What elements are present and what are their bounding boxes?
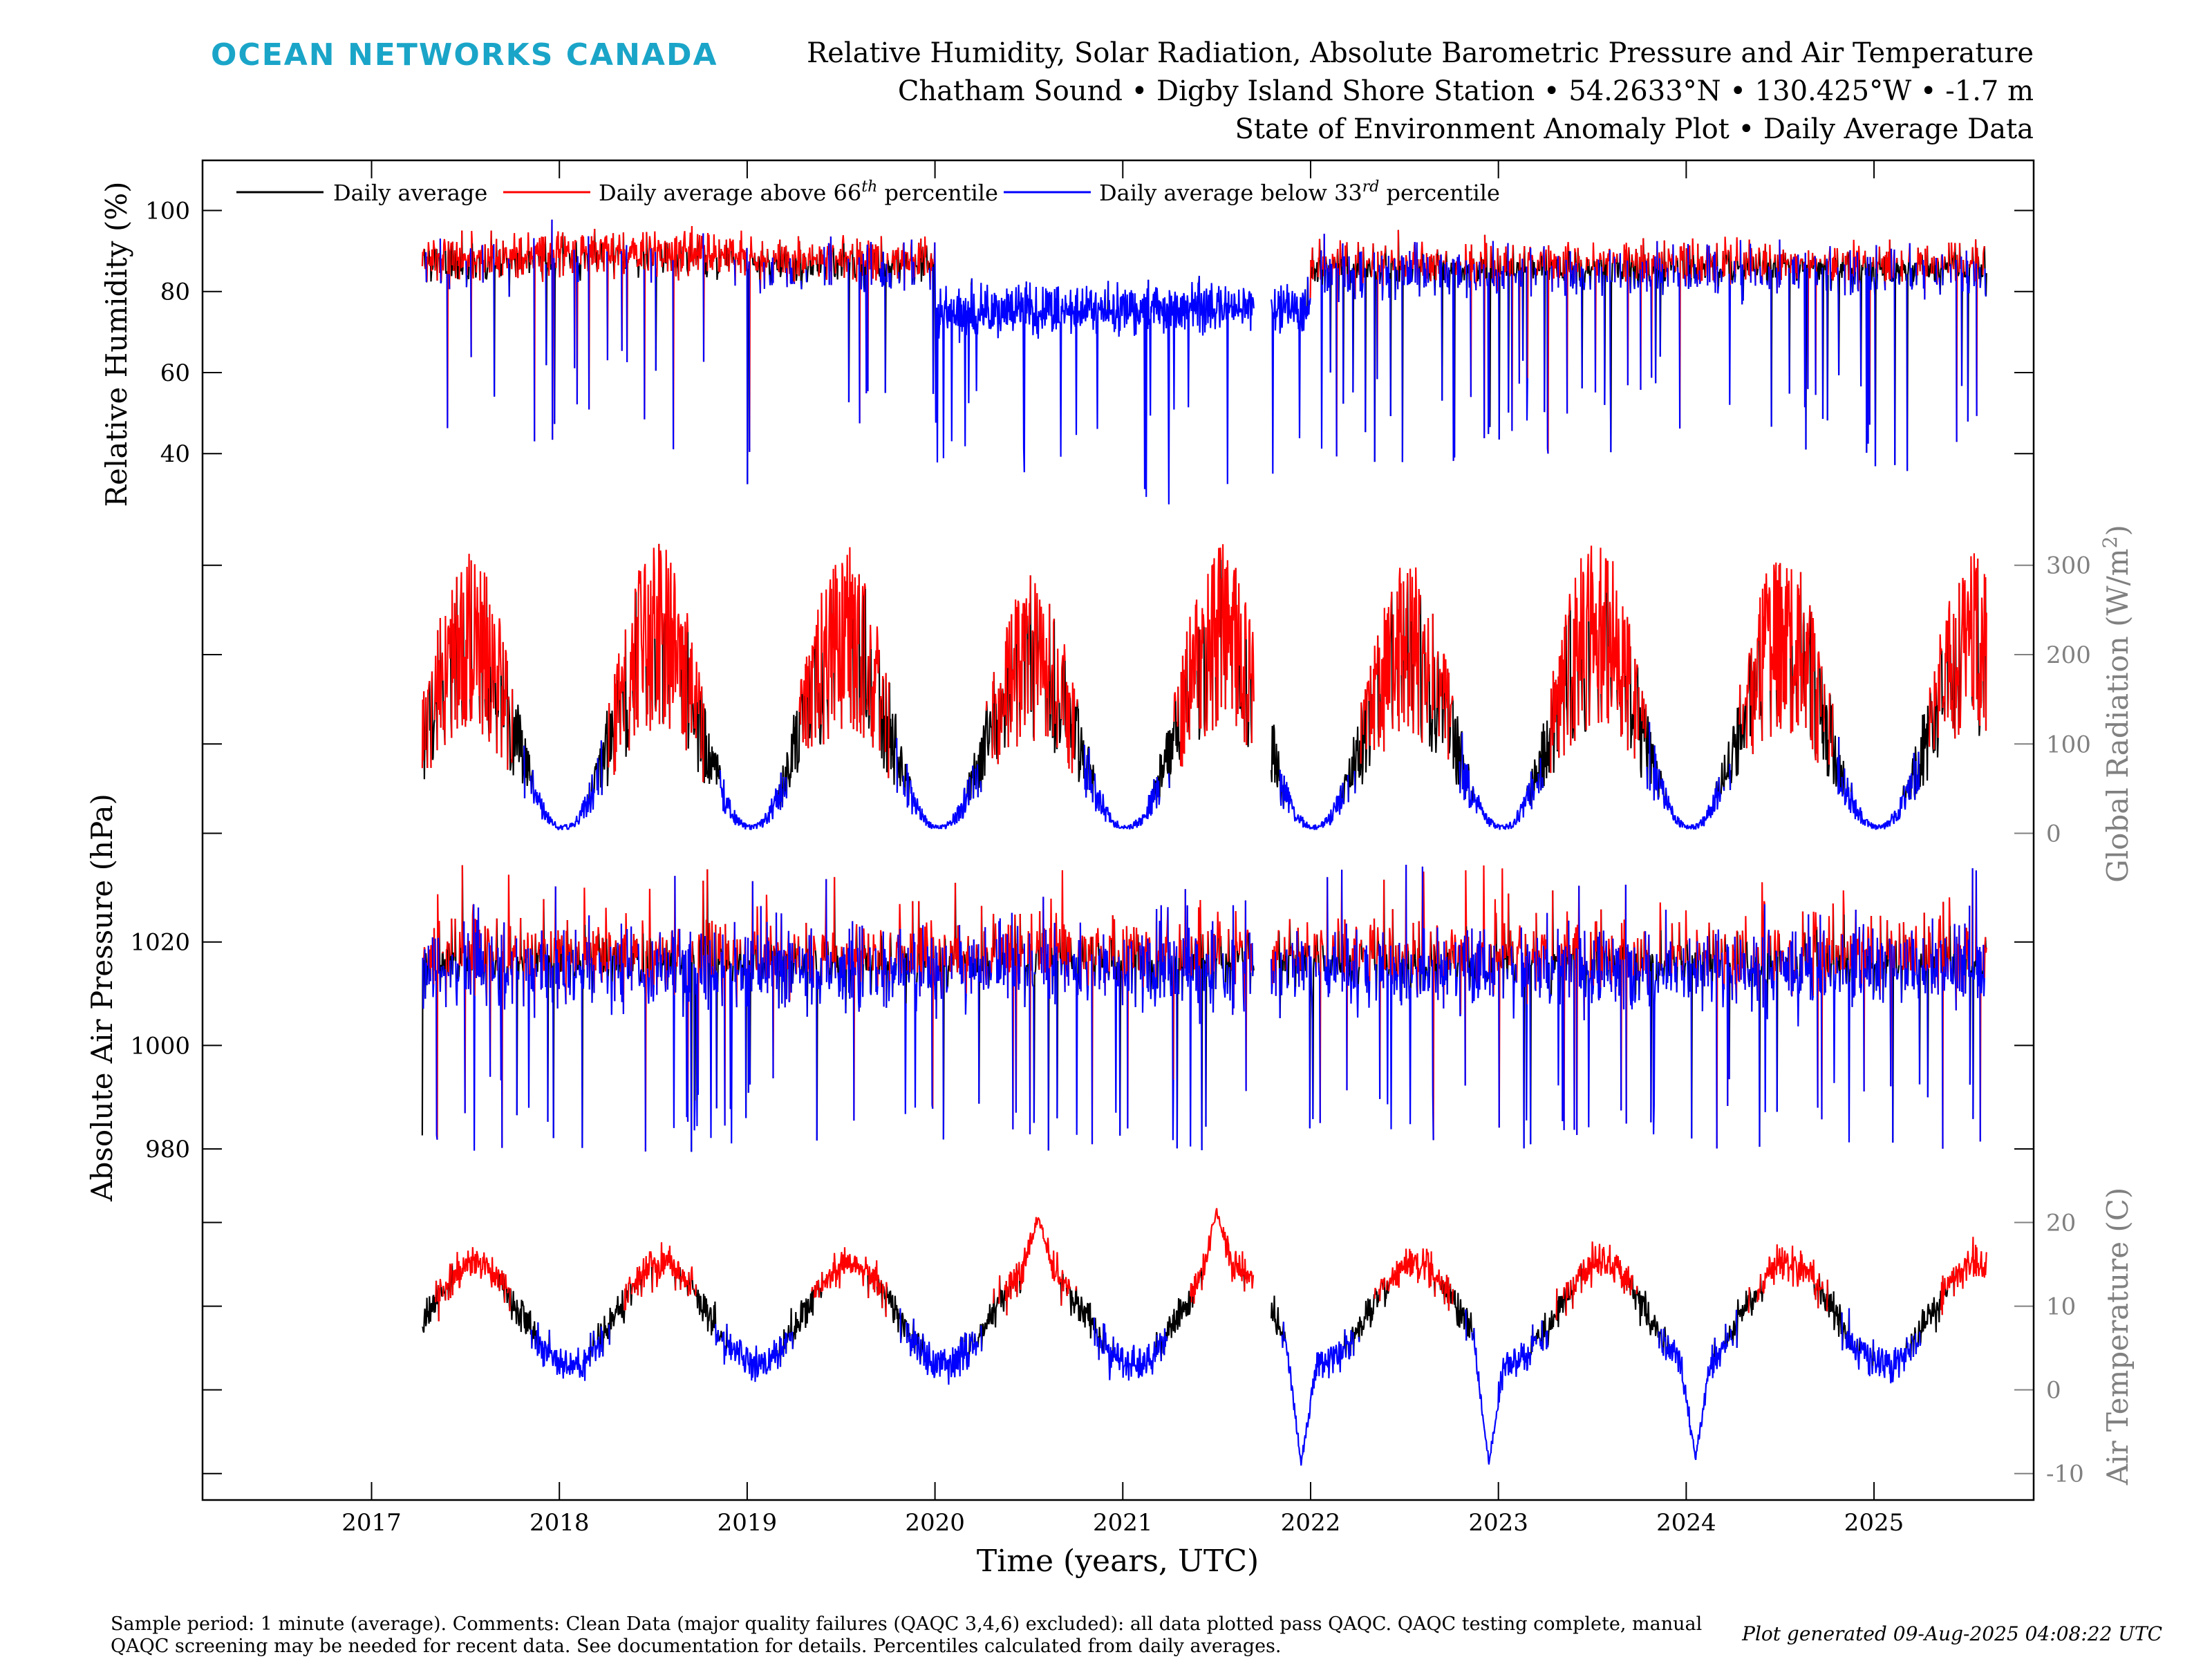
ytick-label-temperature: 0 — [2046, 1377, 2061, 1405]
series-below-radiation — [523, 722, 1920, 831]
ylabel-temperature: Air Temperature (C) — [2101, 1188, 2135, 1486]
xtick-label: 2024 — [1656, 1509, 1716, 1537]
xtick-label: 2025 — [1844, 1509, 1904, 1537]
axes-frame — [201, 159, 2035, 1501]
series-below-humidity — [425, 219, 1987, 505]
footer-line-2: QAQC screening may be needed for recent … — [111, 1635, 1282, 1657]
series-below-temperature — [530, 1308, 1922, 1466]
ytick-label-pressure: 1020 — [130, 929, 190, 957]
ytick-label-temperature: 20 — [2046, 1210, 2076, 1237]
ytick-label-radiation: 300 — [2046, 552, 2091, 580]
panel-radiation: 0 100 200 300 — [203, 543, 2091, 848]
series-above-radiation — [421, 543, 1987, 782]
xlabel: Time (years, UTC) — [977, 1544, 1259, 1579]
title-line-1: Relative Humidity, Solar Radiation, Abso… — [807, 37, 2034, 69]
xtick-label: 2023 — [1468, 1509, 1528, 1537]
legend-label-daily: Daily average — [333, 180, 487, 206]
legend-label-below: Daily average below 33rd percentile — [1099, 178, 1500, 206]
brand-logo: OCEAN NETWORKS CANADA — [211, 37, 718, 73]
ytick-label-radiation: 200 — [2046, 641, 2091, 669]
ytick-label-pressure: 1000 — [130, 1032, 190, 1060]
ytick-label-humidity: 60 — [160, 359, 190, 387]
xtick-label: 2017 — [341, 1509, 402, 1537]
panel-temperature: -10 0 10 20 — [203, 1208, 2084, 1488]
panel-pressure: 980 1000 1020 — [130, 864, 2034, 1163]
series-below-pressure — [422, 864, 1985, 1152]
xtick-label: 2018 — [529, 1509, 590, 1537]
ytick-label-radiation: 100 — [2046, 731, 2091, 758]
ylabel-radiation: Global Radiation (W/m2) — [2099, 525, 2135, 883]
ylabel-humidity: Relative Humidity (%) — [100, 181, 133, 507]
panel-humidity: 40 60 80 100 — [145, 197, 2034, 505]
ytick-label-humidity: 80 — [160, 279, 190, 306]
ytick-label-temperature: 10 — [2046, 1293, 2076, 1321]
xtick-label: 2021 — [1093, 1509, 1153, 1537]
series-above-temperature — [435, 1208, 1987, 1322]
ytick-label-temperature: -10 — [2046, 1461, 2084, 1488]
footer-line-1: Sample period: 1 minute (average). Comme… — [111, 1613, 1702, 1635]
ytick-label-pressure: 980 — [145, 1136, 190, 1163]
title-line-3: State of Environment Anomaly Plot • Dail… — [1235, 113, 2034, 145]
xtick-label: 2019 — [718, 1509, 778, 1537]
xtick-label: 2020 — [905, 1509, 965, 1537]
legend-label-above: Daily average above 66th percentile — [599, 178, 998, 206]
ytick-label-humidity: 40 — [160, 440, 190, 468]
xtick-label: 2022 — [1281, 1509, 1341, 1537]
ytick-label-radiation: 0 — [2046, 821, 2061, 848]
legend: Daily average Daily average above 66th p… — [236, 178, 1500, 206]
title-line-2: Chatham Sound • Digby Island Shore Stati… — [898, 75, 2034, 107]
footer-generated: Plot generated 09-Aug-2025 04:08:22 UTC — [1741, 1622, 2162, 1645]
ylabel-pressure: Absolute Air Pressure (hPa) — [85, 794, 119, 1202]
plot-area: 406080100010020030098010001020-100102020… — [130, 160, 2091, 1537]
ytick-label-humidity: 100 — [145, 197, 190, 225]
